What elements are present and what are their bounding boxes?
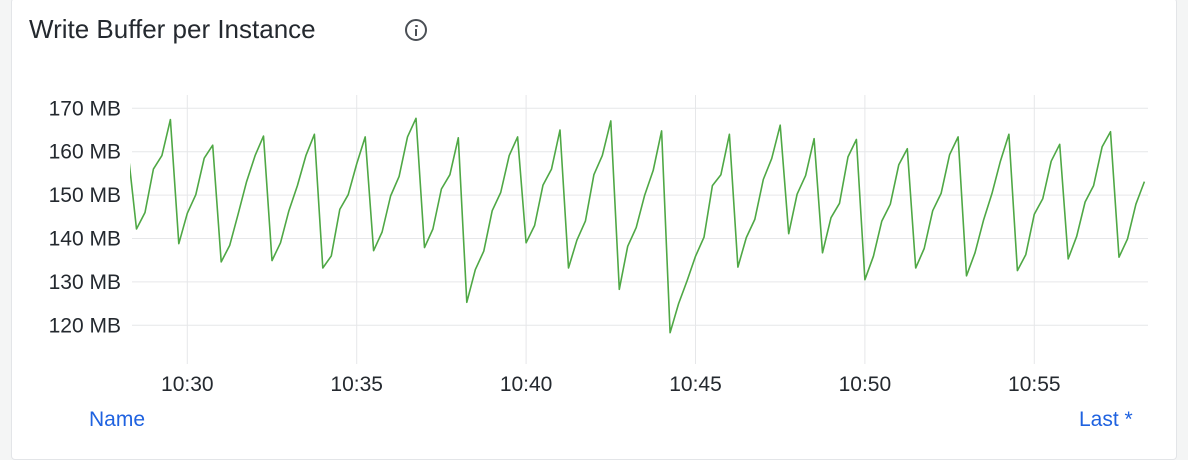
x-tick-label: 10:30	[161, 373, 214, 396]
grid	[132, 95, 1148, 364]
x-tick-label: 10:35	[330, 373, 383, 396]
y-axis: 120 MB 130 MB 140 MB 150 MB 160 MB 170 MB	[49, 97, 121, 337]
y-tick-label: 130 MB	[49, 271, 121, 294]
legend-last-header[interactable]: Last *	[1079, 408, 1133, 431]
x-tick-label: 10:45	[669, 373, 722, 396]
x-tick-label: 10:50	[839, 373, 892, 396]
x-axis: 10:30 10:35 10:40 10:45 10:50 10:55	[161, 373, 1061, 396]
y-tick-label: 140 MB	[49, 228, 121, 251]
info-circle-icon[interactable]	[405, 19, 427, 41]
series-line[interactable]	[128, 117, 1146, 334]
x-tick-label: 10:55	[1008, 373, 1061, 396]
y-tick-label: 120 MB	[49, 314, 121, 337]
panel-card	[11, 0, 1177, 460]
legend-name-header[interactable]: Name	[89, 408, 146, 431]
x-tick-label: 10:40	[500, 373, 553, 396]
line-chart: 120 MB 130 MB 140 MB 150 MB 160 MB 170 MB 10:…	[49, 95, 1148, 396]
y-tick-label: 160 MB	[49, 141, 121, 164]
y-tick-label: 150 MB	[49, 184, 121, 207]
panel-title: Write Buffer per Instance	[29, 14, 316, 44]
y-tick-label: 170 MB	[49, 97, 121, 120]
